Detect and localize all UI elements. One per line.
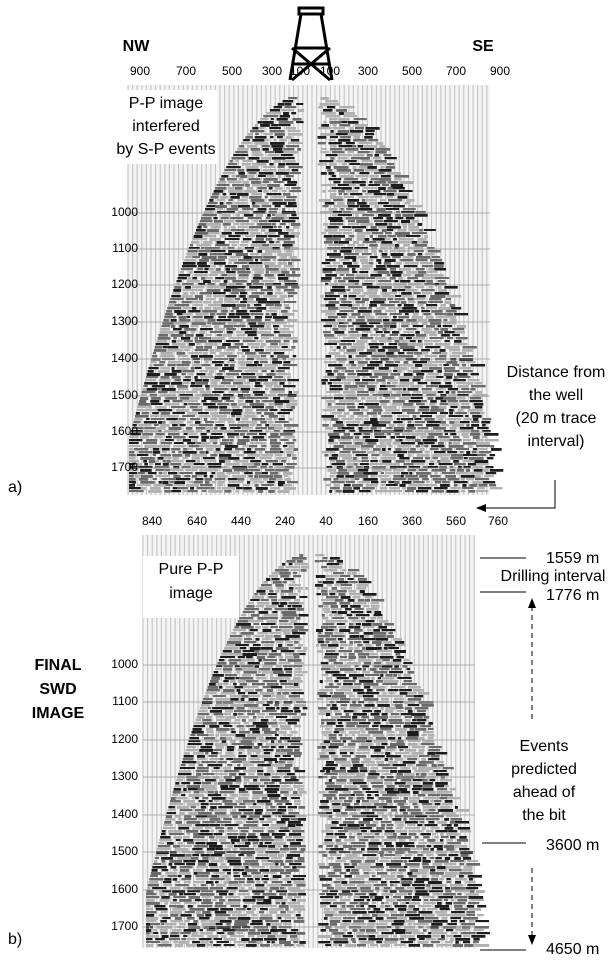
depth-tick-label: 1600 [111, 424, 138, 438]
depth-tick-label: 1000 [111, 657, 138, 671]
depth-tick-label: 1000 [111, 205, 138, 219]
depth-tick-label: 1400 [111, 807, 138, 821]
distance-tick-label: 300 [262, 64, 282, 78]
caption-box [143, 556, 239, 618]
distance-tick-label: 900 [490, 64, 510, 78]
direction-label: SE [472, 38, 494, 55]
distance-tick-label: 840 [142, 514, 162, 528]
distance-tick-label: 360 [402, 514, 422, 528]
depth-tick-label: 1100 [112, 241, 138, 255]
derrick-icon [288, 6, 334, 82]
direction-label: NW [123, 38, 151, 55]
note-line: Distance from [507, 364, 606, 381]
depth-text: 3600 m [546, 837, 599, 854]
caption-line: P-P image [129, 95, 204, 112]
depth-tick-label: 1300 [111, 314, 138, 328]
note-line: SWD [39, 681, 76, 698]
distance-tick-label: 40 [319, 514, 333, 528]
note-line: Events [520, 738, 569, 755]
seismic-events [129, 100, 504, 493]
note-line: FINAL [34, 657, 81, 674]
note-line: the bit [522, 807, 566, 824]
depth-tick-label: 1100 [112, 694, 138, 708]
note-line: the well [529, 387, 583, 404]
depth-text: 1559 m [546, 550, 599, 567]
caption-line: by S-P events [116, 141, 215, 158]
caption-line: image [169, 585, 213, 602]
panel-label: a) [8, 479, 22, 496]
depth-text: 4650 m [546, 941, 599, 958]
note-line: IMAGE [32, 705, 85, 722]
distance-tick-label: 640 [187, 514, 207, 528]
distance-tick-label: 440 [231, 514, 251, 528]
caption-line: interfered [132, 118, 200, 135]
seismic-events [146, 554, 489, 947]
caption-line: Pure P-P [159, 561, 224, 578]
distance-tick-label: 560 [446, 514, 466, 528]
panel-label: b) [8, 931, 22, 948]
distance-tick-label: 300 [358, 64, 378, 78]
depth-text: Drilling interval [501, 568, 606, 585]
depth-tick-label: 1200 [111, 277, 138, 291]
depth-tick-label: 1300 [111, 769, 138, 783]
depth-tick-label: 1600 [111, 882, 138, 896]
distance-tick-label: 760 [488, 514, 508, 528]
note-line: interval) [528, 433, 585, 450]
depth-tick-label: 1700 [111, 460, 138, 474]
note-line: (20 m trace [516, 410, 597, 427]
seismic-events [129, 97, 503, 493]
depth-text: 1776 m [546, 587, 599, 604]
seismic-events [146, 554, 490, 947]
note-line: ahead of [513, 784, 576, 801]
distance-tick-label: 160 [358, 514, 378, 528]
distance-tick-label: 500 [402, 64, 422, 78]
depth-tick-label: 1500 [111, 844, 138, 858]
arrow [482, 480, 556, 509]
depth-tick-label: 1500 [111, 388, 138, 402]
arrow-head [476, 504, 486, 512]
distance-tick-label: 700 [446, 64, 466, 78]
note-line: predicted [511, 761, 577, 778]
depth-tick-label: 1200 [111, 732, 138, 746]
depth-markers [480, 557, 533, 951]
distance-tick-label: 700 [176, 64, 196, 78]
distance-tick-label: 900 [130, 64, 150, 78]
depth-tick-label: 1700 [111, 919, 138, 933]
distance-tick-label: 500 [222, 64, 242, 78]
distance-tick-label: 240 [275, 514, 295, 528]
caption-box [115, 90, 217, 164]
depth-tick-label: 1400 [111, 351, 138, 365]
